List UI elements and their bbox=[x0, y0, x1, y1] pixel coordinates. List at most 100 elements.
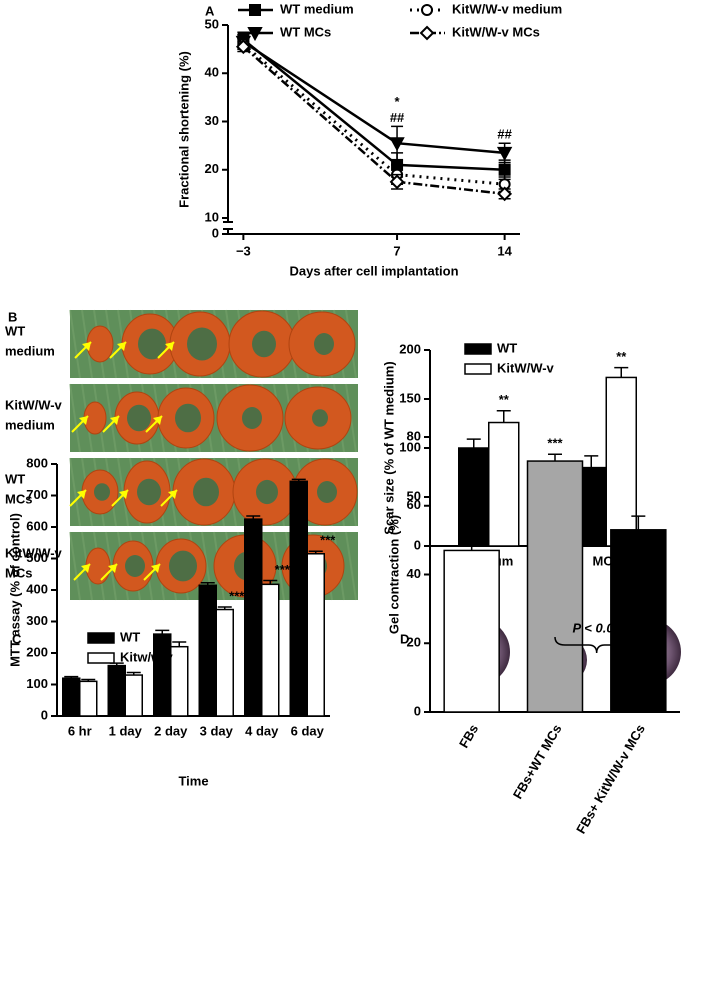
error-bar bbox=[155, 629, 170, 635]
legend-swatch bbox=[87, 632, 115, 644]
x-tick-label: 6 hr bbox=[68, 723, 92, 738]
arrow-head bbox=[119, 490, 128, 499]
legend-swatch bbox=[464, 363, 492, 375]
bar bbox=[79, 680, 98, 717]
y-tick-label: 700 bbox=[26, 487, 48, 502]
slice-lumen bbox=[175, 403, 201, 433]
x-axis-label: Time bbox=[178, 773, 208, 788]
slice-lumen bbox=[169, 550, 197, 582]
y-tick-label: 30 bbox=[205, 113, 219, 128]
y-tick-label: 0 bbox=[212, 225, 219, 240]
y-tick-label: 80 bbox=[407, 428, 421, 443]
panel-label: D bbox=[400, 631, 409, 646]
photo-texture bbox=[69, 309, 81, 379]
annotation: P < 0.01 bbox=[573, 620, 621, 635]
error-bar bbox=[466, 438, 481, 448]
x-tick-label: FBs+WT MCs bbox=[510, 722, 565, 802]
y-tick-label: 150 bbox=[399, 390, 421, 405]
bar bbox=[215, 608, 234, 717]
annotation: ## bbox=[390, 110, 405, 125]
arrow-head bbox=[110, 416, 119, 425]
panel-label: C bbox=[12, 631, 22, 646]
error-bar bbox=[496, 410, 511, 423]
x-axis-label: Days after cell implantation bbox=[289, 263, 458, 278]
brace bbox=[554, 636, 640, 654]
legend-label: WT bbox=[497, 340, 517, 355]
arrow-head bbox=[151, 564, 160, 573]
bar bbox=[306, 553, 325, 717]
bar bbox=[289, 480, 308, 717]
arrow-head bbox=[108, 564, 117, 573]
annotation: *** bbox=[275, 562, 291, 577]
data-point bbox=[235, 39, 251, 55]
arrow-head bbox=[81, 564, 90, 573]
y-tick-label: 20 bbox=[407, 635, 421, 650]
y-tick-label: 40 bbox=[205, 65, 219, 80]
y-axis-label: Scar size (% of WT medium) bbox=[381, 361, 396, 534]
row-label: MCs bbox=[5, 565, 32, 580]
y-tick-label: 400 bbox=[26, 581, 48, 596]
bar bbox=[443, 549, 500, 713]
legend-marker bbox=[249, 4, 261, 16]
x-tick-label: FBs bbox=[456, 722, 481, 751]
photo-texture bbox=[345, 531, 357, 601]
slice-lumen bbox=[193, 477, 219, 507]
error-bar bbox=[64, 675, 79, 679]
slice-lumen bbox=[125, 555, 145, 577]
slice-lumen bbox=[127, 404, 151, 432]
arrow-head bbox=[79, 416, 88, 425]
x-tick-label: 14 bbox=[497, 243, 512, 258]
bar bbox=[261, 583, 280, 717]
heart-slice bbox=[85, 547, 111, 585]
error-bar bbox=[548, 453, 562, 462]
row-label: WT bbox=[5, 323, 25, 338]
photo-texture bbox=[273, 531, 285, 601]
error-bar bbox=[246, 515, 261, 520]
bar bbox=[526, 460, 584, 713]
legend-marker bbox=[419, 25, 435, 41]
legend-swatch bbox=[87, 652, 115, 664]
annotation: *** bbox=[547, 436, 563, 451]
bar bbox=[198, 584, 217, 717]
data-point bbox=[496, 146, 513, 161]
slice-lumen bbox=[187, 327, 217, 361]
panel-label: B bbox=[8, 309, 17, 324]
y-tick-label: 40 bbox=[407, 566, 421, 581]
data-point bbox=[389, 137, 405, 152]
y-axis-label: MTT assay (% of control) bbox=[7, 513, 22, 667]
arrow-head bbox=[82, 342, 91, 351]
error-bar bbox=[584, 455, 599, 468]
y-tick-label: 200 bbox=[399, 341, 421, 356]
legend-label: Kitw/w-v bbox=[120, 649, 173, 664]
data-point bbox=[498, 163, 511, 176]
bar bbox=[62, 677, 81, 717]
y-tick-label: 300 bbox=[26, 613, 48, 628]
slice-lumen bbox=[137, 478, 161, 506]
slice-lumen bbox=[94, 483, 110, 501]
bar bbox=[610, 529, 667, 713]
error-bar bbox=[631, 515, 646, 530]
bar bbox=[153, 633, 172, 717]
y-axis-label: Gel contraction (%) bbox=[386, 515, 401, 634]
y-tick-label: 0 bbox=[414, 537, 421, 552]
annotation: *** bbox=[320, 533, 336, 548]
x-tick-label: FBs+ KitW/W-v MCs bbox=[573, 722, 648, 837]
y-tick-label: 0 bbox=[414, 703, 421, 718]
data-point bbox=[497, 186, 513, 202]
arrow-head bbox=[117, 342, 126, 351]
bar bbox=[458, 447, 490, 547]
y-tick-label: 10 bbox=[205, 209, 219, 224]
legend-label: WT bbox=[120, 629, 140, 644]
y-tick-label: 60 bbox=[407, 497, 421, 512]
legend-marker bbox=[247, 27, 263, 42]
row-label: KitW/W-v bbox=[5, 397, 63, 412]
y-tick-label: 800 bbox=[26, 455, 48, 470]
x-tick-label: 7 bbox=[393, 243, 400, 258]
y-tick-label: 500 bbox=[26, 550, 48, 565]
x-tick-label: 4 day bbox=[245, 723, 279, 738]
slice-lumen bbox=[252, 330, 276, 358]
y-tick-label: 20 bbox=[205, 161, 219, 176]
error-bar bbox=[614, 366, 629, 378]
legend-label: WT medium bbox=[280, 1, 354, 16]
slice-lumen bbox=[256, 479, 278, 505]
